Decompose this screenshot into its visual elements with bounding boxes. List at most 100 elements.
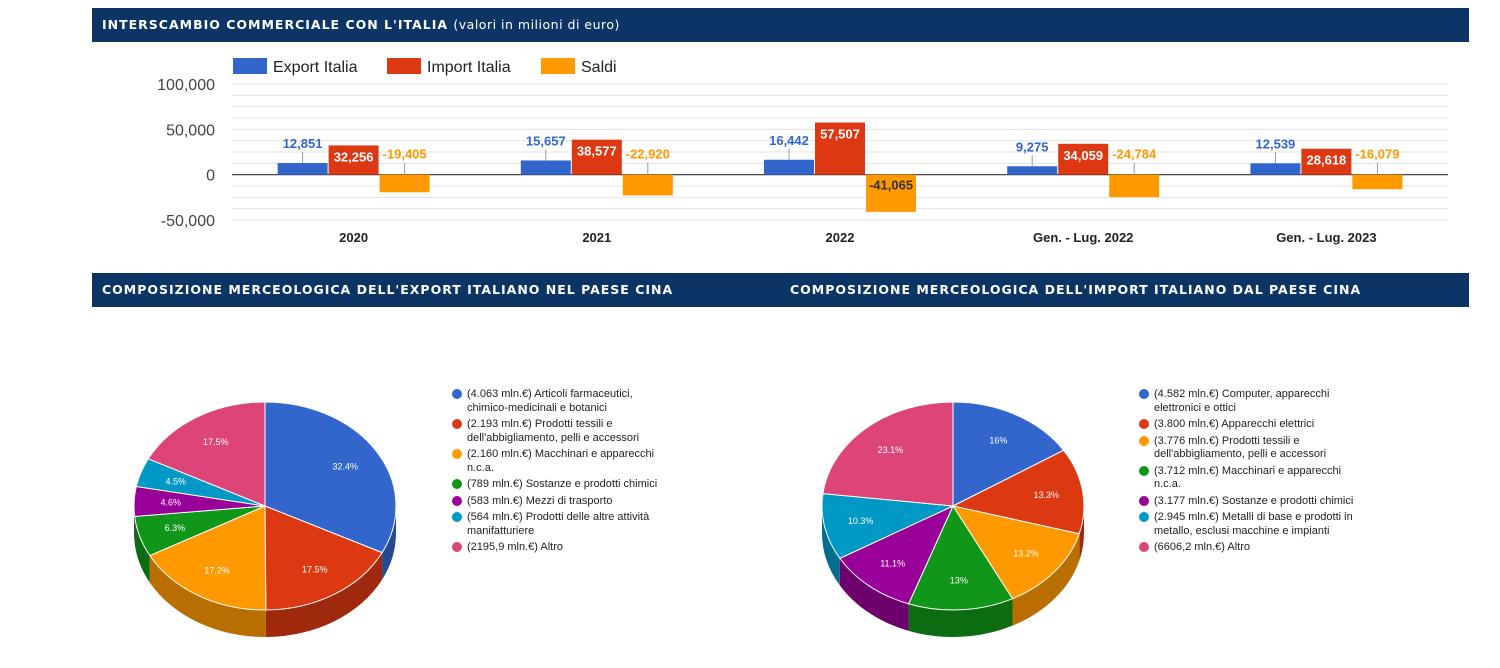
legend-label: (2195,9 mln.€) Altro: [467, 541, 563, 553]
legend-item: (4.582 mln.€) Computer, apparecchi elett…: [1139, 388, 1354, 415]
legend-dot-icon: [1139, 419, 1149, 429]
data-label: 12,851: [283, 136, 323, 151]
legend-item: (3.800 mln.€) Apparecchi elettrici: [1139, 418, 1354, 432]
bar: [1109, 174, 1160, 198]
legend-label: Saldi: [581, 59, 617, 76]
legend-item: (3.177 mln.€) Sostanze e prodotti chimic…: [1139, 495, 1354, 509]
data-label: 16,442: [769, 133, 809, 148]
legend-label: Import Italia: [427, 59, 511, 76]
legend-dot-icon: [452, 495, 462, 506]
legend-label: (583 mln.€) Mezzi di trasporto: [467, 494, 613, 507]
pie-slice-side: [822, 506, 840, 586]
legend-label: (6606,2 mln.€) Altro: [1154, 541, 1250, 553]
pie-slice: [952, 401, 1065, 507]
bar: [815, 122, 865, 175]
pie-slice: [264, 505, 383, 611]
pie-slice: [907, 504, 1014, 611]
data-label: 9,275: [1016, 139, 1049, 154]
pie-slice: [821, 493, 955, 560]
import-composition-banner: COMPOSIZIONE MERCEOLOGICA DELL'IMPORT IT…: [780, 273, 1469, 307]
data-label: -24,784: [1112, 147, 1157, 162]
x-category-label: 2022: [826, 230, 855, 245]
bar: [1250, 163, 1301, 175]
x-category-label: 2020: [339, 230, 368, 245]
data-label: -41,065: [869, 178, 913, 193]
legend-item: (3.776 mln.€) Prodotti tessili e dell'ab…: [1139, 435, 1354, 462]
legend-dot-icon: [452, 479, 462, 489]
legend-dot-icon: [1139, 512, 1149, 522]
pie-slice-side: [839, 558, 909, 631]
legend-dot-icon: [1139, 465, 1149, 476]
legend-item: (789 mln.€) Sostanze e prodotti chimici: [452, 478, 667, 492]
data-label: -16,079: [1355, 147, 1399, 162]
trade-chart-subtitle: (valori in milioni di euro): [453, 17, 620, 32]
bar: [328, 145, 379, 175]
data-label: 34,059: [1063, 148, 1103, 163]
legend-label: Export Italia: [273, 59, 358, 76]
trade-chart-title: INTERSCAMBIO COMMERCIALE CON L'ITALIA: [102, 17, 449, 32]
bar: [1058, 143, 1109, 175]
data-label: 57,507: [820, 127, 860, 142]
data-label: 38,577: [577, 144, 617, 159]
bar: [379, 174, 430, 193]
export-pie-chart: 32.4% 17.5% 17.2% 6.3% 4.6% 4.5% 17.5%: [133, 401, 397, 637]
legend-dot-icon: [452, 542, 462, 552]
import-composition-title: COMPOSIZIONE MERCEOLOGICA DELL'IMPORT IT…: [790, 282, 1362, 297]
pie-percent-label: 17.5%: [203, 437, 229, 447]
bar: [520, 160, 571, 175]
data-label: 15,657: [526, 133, 566, 148]
legend-label: (2.160 mln.€) Macchinari e apparecchi n.…: [467, 448, 655, 474]
legend-item: (4.063 mln.€) Articoli farmaceutici, chi…: [452, 388, 667, 415]
bar: [1007, 166, 1058, 175]
data-label: -22,920: [626, 147, 670, 162]
legend-label: (3.776 mln.€) Prodotti tessili e dell'ab…: [1154, 434, 1327, 461]
pie-slice: [264, 401, 397, 554]
legend-label: (3.800 mln.€) Apparecchi elettrici: [1154, 418, 1315, 430]
x-category-label: 2021: [582, 230, 611, 245]
legend-label: (4.582 mln.€) Computer, apparecchi elett…: [1154, 388, 1330, 414]
export-composition-banner: COMPOSIZIONE MERCEOLOGICA DELL'EXPORT IT…: [92, 273, 780, 307]
bar: [622, 174, 673, 196]
bar: [277, 163, 328, 175]
data-label: 28,618: [1307, 153, 1347, 168]
legend-item: (583 mln.€) Mezzi di trasporto: [452, 495, 667, 509]
bar: [866, 174, 916, 212]
legend-label: (2.945 mln.€) Metalli di base e prodotti…: [1154, 511, 1353, 537]
x-category-label: Gen. - Lug. 2022: [1033, 230, 1133, 245]
data-label: 32,256: [334, 149, 374, 164]
bar: [571, 139, 622, 175]
pie-percent-label: 6.3%: [165, 523, 186, 533]
data-label: 12,539: [1256, 136, 1296, 151]
data-label: -19,405: [383, 147, 427, 162]
pie-percent-label: 32.4%: [333, 462, 359, 472]
legend-dot-icon: [452, 389, 462, 399]
import-pie-chart: 16% 13.3% 13.2% 13% 11.1% 10.3% 23.1%: [821, 401, 1085, 637]
legend-item: (2.193 mln.€) Prodotti tessili e dell'ab…: [452, 418, 667, 445]
legend-item: (2.160 mln.€) Macchinari e apparecchi n.…: [452, 448, 667, 475]
legend-dot-icon: [1139, 542, 1149, 552]
legend-label: (3.712 mln.€) Macchinari e apparecchi n.…: [1154, 464, 1342, 491]
y-tick-label: 100,000: [157, 77, 215, 94]
legend-swatch: [233, 58, 267, 74]
export-composition-title: COMPOSIZIONE MERCEOLOGICA DELL'EXPORT IT…: [102, 282, 674, 297]
pie-percent-label: 17.2%: [204, 565, 230, 575]
pie-percent-label: 11.1%: [880, 559, 905, 569]
pie-percent-label: 10.3%: [848, 516, 874, 526]
pie-percent-label: 13%: [950, 576, 968, 586]
legend-item: (3.712 mln.€) Macchinari e apparecchi n.…: [1139, 465, 1354, 492]
pie-slice: [147, 401, 266, 507]
pie-slice-side: [1079, 506, 1084, 561]
bar: [1301, 148, 1352, 175]
legend-dot-icon: [452, 512, 462, 522]
pie-percent-label: 4.5%: [166, 477, 187, 487]
pie-percent-label: 23.1%: [878, 445, 904, 455]
pie-percent-label: 17.5%: [302, 565, 328, 575]
bar: [764, 159, 814, 175]
legend-swatch: [541, 58, 575, 74]
pie-percent-label: 16%: [989, 435, 1007, 445]
export-pie-legend: (4.063 mln.€) Articoli farmaceutici, chi…: [452, 388, 667, 558]
pie-slice-side: [908, 598, 1013, 637]
legend-label: (4.063 mln.€) Articoli farmaceutici, chi…: [467, 388, 633, 414]
trade-bar-chart: 100,000 50,000 0 -50,000 Export Italia Import…: [157, 58, 1448, 245]
pie-slice-side: [149, 555, 266, 637]
